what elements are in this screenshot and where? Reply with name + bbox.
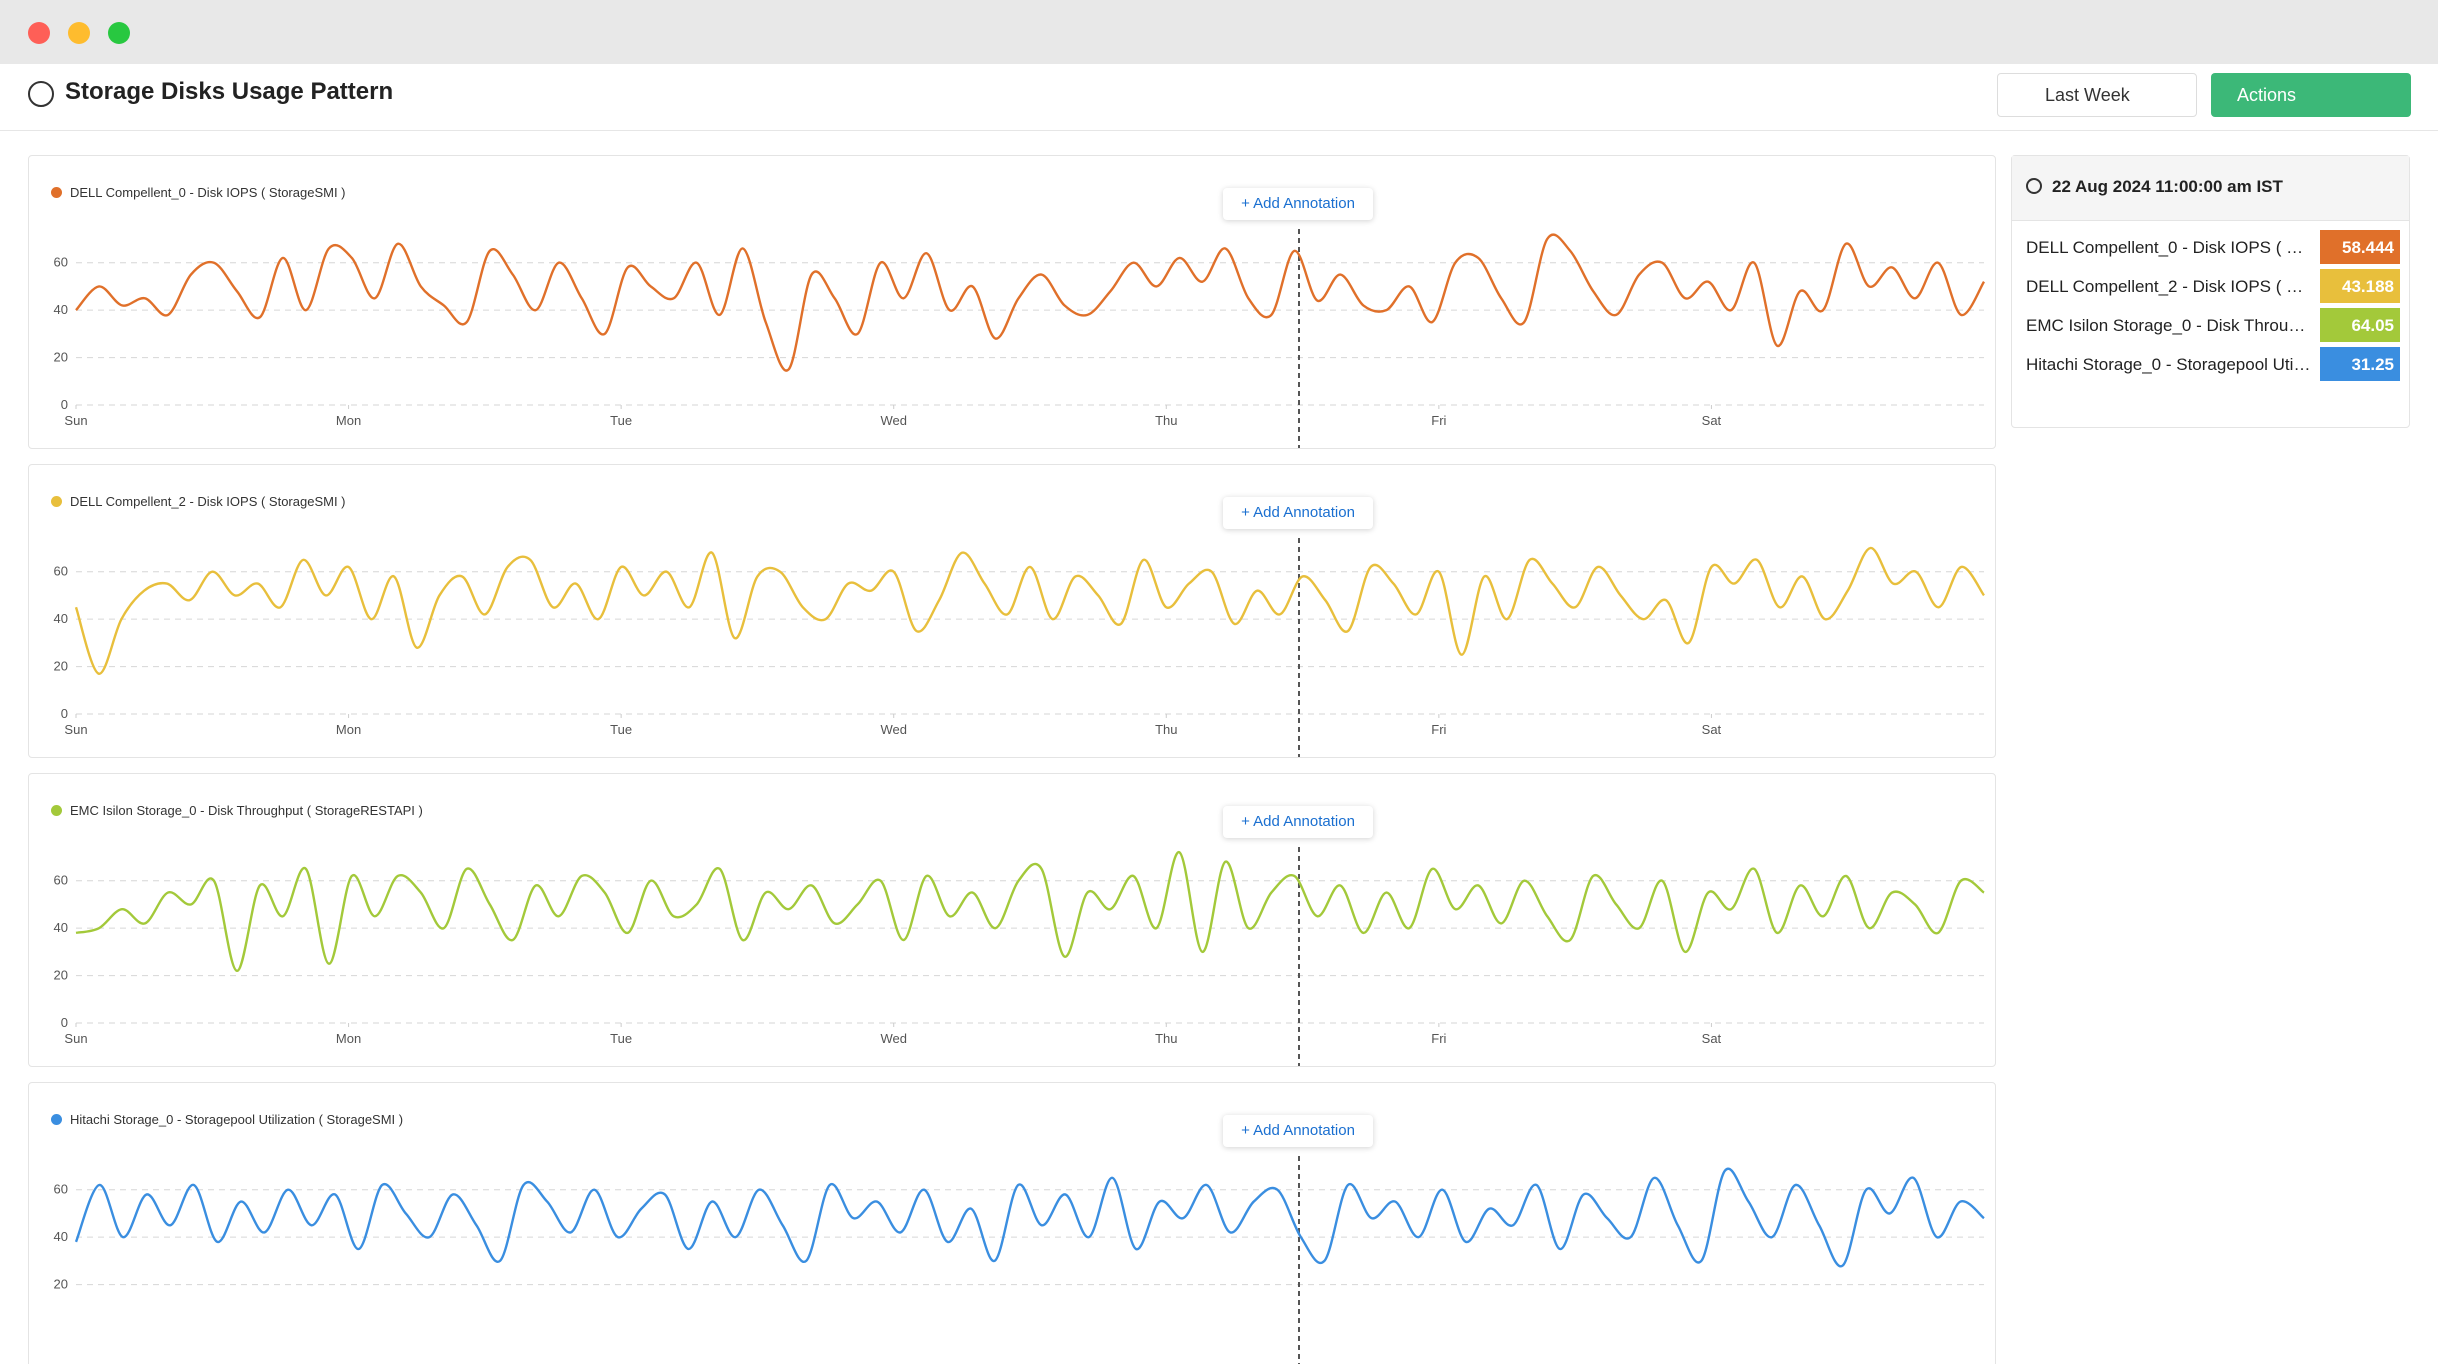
legend-swatch (51, 805, 62, 816)
y-tick-label: 0 (61, 1015, 68, 1030)
x-tick-label: Tue (610, 1031, 632, 1046)
add-annotation-button[interactable]: + Add Annotation (1223, 497, 1373, 529)
legend: DELL Compellent_2 - Disk IOPS ( StorageS… (51, 494, 346, 509)
legend-swatch (51, 187, 62, 198)
x-tick-label: Tue (610, 413, 632, 428)
x-tick-label: Tue (610, 722, 632, 737)
y-tick-label: 40 (54, 920, 68, 935)
y-tick-label: 60 (54, 873, 68, 888)
y-tick-label: 20 (54, 350, 68, 365)
x-tick-label: Sun (64, 722, 87, 737)
legend-label: EMC Isilon Storage_0 - Disk Throughput (… (70, 803, 423, 818)
legend-swatch (51, 496, 62, 507)
y-tick-label: 0 (61, 706, 68, 721)
series-value: 64.05 (2320, 308, 2400, 342)
x-tick-label: Fri (1431, 413, 1446, 428)
value-row: DELL Compellent_0 - Disk IOPS ( StorageS… (2024, 230, 2400, 264)
x-tick-label: Wed (880, 1031, 907, 1046)
x-tick-label: Wed (880, 722, 907, 737)
chart: 20 40 60 (54, 1156, 1985, 1364)
y-tick-label: 40 (54, 302, 68, 317)
chart-card: 20 40 60 Hitachi Storage_0 - Storagepool Ut… (28, 1082, 1996, 1364)
add-annotation-button[interactable]: + Add Annotation (1223, 806, 1373, 838)
x-tick-label: Thu (1155, 1031, 1177, 1046)
series-line (74, 546, 1985, 675)
x-tick-label: Mon (336, 722, 361, 737)
value-panel: 22 Aug 2024 11:00:00 am IST DELL Compell… (2011, 155, 2410, 428)
x-tick-label: Sat (1702, 413, 1722, 428)
chart: 0 20 40 60 Sun Mon Tue Wed Thu Fri Sat (54, 538, 1985, 757)
series-name: DELL Compellent_2 - Disk IOPS ( StorageS… (2026, 277, 2311, 296)
series-value: 58.444 (2320, 230, 2400, 264)
legend-label: DELL Compellent_0 - Disk IOPS ( StorageS… (70, 185, 346, 200)
value-row: DELL Compellent_2 - Disk IOPS ( StorageS… (2024, 269, 2400, 303)
legend-label: Hitachi Storage_0 - Storagepool Utilizat… (70, 1112, 404, 1127)
chart-card: 0 20 40 60 Sun Mon Tue Wed Thu Fri Sat DELL Compell… (28, 464, 1996, 758)
cursor-time-text: 22 Aug 2024 11:00:00 am IST (2052, 177, 2283, 196)
page-title: Storage Disks Usage Pattern (65, 78, 394, 105)
y-tick-label: 20 (54, 968, 68, 983)
actions-button[interactable]: Actions (2211, 73, 2411, 117)
x-tick-label: Sat (1702, 722, 1722, 737)
series-name: Hitachi Storage_0 - Storagepool Utilizat… (2026, 355, 2311, 374)
series-value: 31.25 (2320, 347, 2400, 381)
range-select[interactable]: Last Week (1997, 73, 2197, 117)
legend: DELL Compellent_0 - Disk IOPS ( StorageS… (51, 185, 346, 200)
y-tick-label: 60 (54, 564, 68, 579)
series-name: DELL Compellent_0 - Disk IOPS ( StorageS… (2026, 238, 2311, 257)
actions-label: Actions (2237, 85, 2297, 105)
x-tick-label: Sun (64, 1031, 87, 1046)
x-tick-label: Thu (1155, 413, 1177, 428)
y-tick-label: 40 (54, 611, 68, 626)
x-tick-label: Mon (336, 1031, 361, 1046)
x-tick-label: Sun (64, 413, 87, 428)
series-name: EMC Isilon Storage_0 - Disk Throughput (… (2026, 316, 2311, 335)
range-label: Last Week (2045, 85, 2130, 105)
legend-label: DELL Compellent_2 - Disk IOPS ( StorageS… (70, 494, 346, 509)
chart-card: 0 20 40 60 Sun Mon Tue Wed Thu Fri Sat EMC Isilon S… (28, 773, 1996, 1067)
value-row: Hitachi Storage_0 - Storagepool Utilizat… (2024, 347, 2400, 381)
series-line (75, 233, 1986, 372)
x-tick-label: Fri (1431, 722, 1446, 737)
chart-card: 0 20 40 60 Sun Mon Tue Wed Thu Fri Sat DELL Compell… (28, 155, 1996, 449)
y-tick-label: 40 (54, 1229, 68, 1244)
header: Storage Disks Usage Pattern Last Week Ac… (0, 64, 2438, 131)
legend: Hitachi Storage_0 - Storagepool Utilizat… (51, 1112, 403, 1127)
y-tick-label: 60 (54, 255, 68, 270)
title-bar (0, 0, 2438, 64)
x-tick-label: Mon (336, 413, 361, 428)
chart: 0 20 40 60 Sun Mon Tue Wed Thu Fri Sat (54, 847, 1985, 1066)
legend-swatch (51, 1114, 62, 1125)
y-tick-label: 0 (61, 397, 68, 412)
y-tick-label: 20 (54, 659, 68, 674)
add-annotation-button[interactable]: + Add Annotation (1223, 1115, 1373, 1147)
zoom-button[interactable] (108, 22, 130, 44)
back-button[interactable] (28, 81, 54, 107)
x-tick-label: Thu (1155, 722, 1177, 737)
minimize-button[interactable] (68, 22, 90, 44)
x-tick-label: Wed (880, 413, 907, 428)
series-line (74, 1167, 1985, 1268)
series-line (75, 851, 1985, 973)
legend: EMC Isilon Storage_0 - Disk Throughput (… (51, 803, 423, 818)
add-annotation-button[interactable]: + Add Annotation (1223, 188, 1373, 220)
y-tick-label: 20 (54, 1277, 68, 1292)
x-tick-label: Sat (1702, 1031, 1722, 1046)
y-tick-label: 60 (54, 1182, 68, 1197)
clock-icon (2026, 178, 2042, 194)
chart: 0 20 40 60 Sun Mon Tue Wed Thu Fri Sat (54, 229, 1986, 448)
series-value: 43.188 (2320, 269, 2400, 303)
cursor-time: 22 Aug 2024 11:00:00 am IST (2012, 156, 2409, 221)
close-button[interactable] (28, 22, 50, 44)
value-row: EMC Isilon Storage_0 - Disk Throughput (… (2024, 308, 2400, 342)
x-tick-label: Fri (1431, 1031, 1446, 1046)
